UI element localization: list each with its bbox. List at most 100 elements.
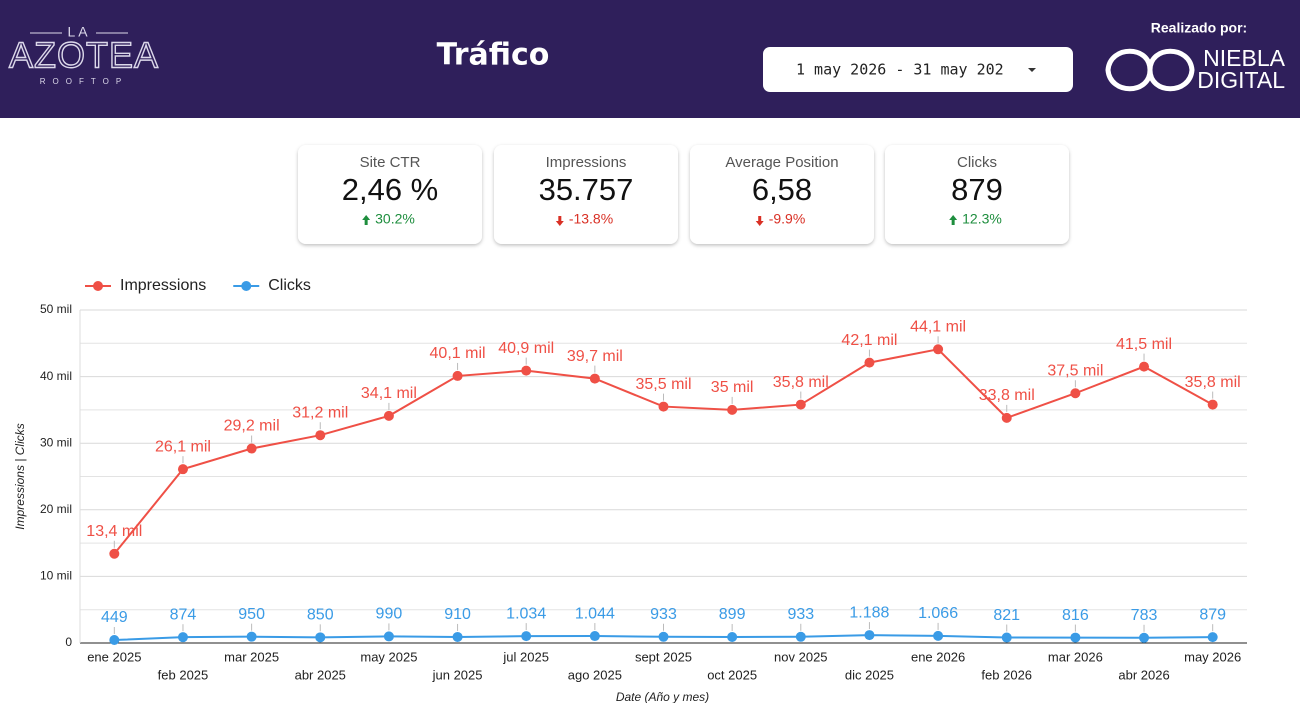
data-label: 990 [376,606,403,623]
x-tick-label: nov 2025 [774,649,828,664]
legend-label: Clicks [268,277,311,294]
data-point [1139,632,1150,643]
dropdown-arrow[interactable] [1028,68,1036,72]
data-label: 41,5 mil [1116,336,1172,353]
data-point [795,399,806,410]
y-tick-label: 50 mil [40,302,72,316]
y-axis-title: Impressions | Clicks [13,423,27,529]
data-point [658,631,669,642]
kpi-value: 2,46 % [342,172,439,207]
kpi-value: 879 [951,172,1003,207]
legend-dot [241,281,252,291]
data-label: 950 [238,606,265,623]
kpi-arrow [362,215,371,225]
x-tick-label: feb 2025 [158,667,209,682]
data-point [1001,412,1012,423]
data-point [452,631,463,642]
data-point [727,404,738,415]
kpi-label: Average Position [725,154,838,171]
kpi-arrow [949,215,958,225]
data-point [109,548,120,559]
data-label: 44,1 mil [910,319,966,336]
data-point [658,401,669,412]
x-tick-label: ene 2025 [87,649,141,664]
data-label: 42,1 mil [841,332,897,349]
credit-label: Realizado por: [1151,20,1247,36]
data-point [864,357,875,368]
data-label: 39,7 mil [567,348,623,365]
data-point [383,410,394,421]
date-picker-box[interactable] [763,47,1073,92]
x-tick-label: feb 2026 [981,667,1032,682]
data-label: 35,5 mil [635,376,691,393]
data-label: 879 [1199,606,1226,623]
date-range[interactable]: 1 may 2026 - 31 may 202 [796,61,1004,79]
data-label: 37,5 mil [1047,362,1103,379]
data-point [109,635,120,646]
kpi-change: 30.2% [375,211,415,227]
data-point [1207,399,1218,410]
x-tick-label: jul 2025 [502,649,549,664]
logo-sub: ROOFTOP [40,77,128,86]
kpi-card [885,145,1069,244]
date-picker[interactable]: 1 may 2026 - 31 may 202 [763,47,1073,92]
brand-line2: DIGITAL [1197,67,1285,93]
x-tick-label: ene 2026 [911,649,965,664]
x-tick-label: dic 2025 [845,667,894,682]
data-point [246,443,257,454]
x-tick-label: ago 2025 [568,667,622,682]
y-tick-label: 30 mil [40,435,72,449]
kpi-label: Clicks [957,154,997,171]
kpi-change: -9.9% [769,211,806,227]
data-label: 35,8 mil [1185,374,1241,391]
data-point [1001,632,1012,643]
x-tick-label: may 2025 [360,649,417,664]
data-label: 13,4 mil [86,523,142,540]
data-label: 1.044 [575,605,615,622]
data-label: 35,8 mil [773,374,829,391]
data-label: 40,9 mil [498,340,554,357]
x-tick-label: jun 2025 [432,667,483,682]
data-label: 910 [444,606,471,623]
x-axis-title: Date (Año y mes) [616,690,709,703]
data-label: 899 [719,606,746,623]
data-point [315,632,326,643]
header-bar [0,0,1300,118]
data-label: 933 [650,606,677,623]
x-tick-label: mar 2026 [1048,649,1103,664]
data-point [383,631,394,642]
data-label: 783 [1131,607,1158,624]
data-point [1207,632,1218,643]
legend-label: Impressions [120,277,206,294]
data-label: 33,8 mil [979,387,1035,404]
kpi-card [690,145,874,244]
page-title: Tráfico [437,38,550,73]
data-point [795,631,806,642]
data-label: 34,1 mil [361,385,417,402]
data-label: 821 [993,607,1020,624]
kpi-label: Impressions [546,154,627,171]
logo-main: AZOTEA [9,35,159,76]
data-point [864,630,875,641]
data-label: 35 mil [711,379,754,396]
kpi-arrow [555,216,564,226]
kpi-label: Site CTR [360,154,421,171]
data-point [933,630,944,641]
data-label: 449 [101,609,128,626]
data-label: 933 [787,606,814,623]
y-tick-label: 0 [65,635,72,649]
brand-mark [1105,48,1195,92]
data-point [727,632,738,643]
chart: 0 10 mil 20 mil 30 mil 40 mil 50 mil Impressio… [13,277,1247,703]
data-label: 31,2 mil [292,404,348,421]
legend-dot [93,281,103,291]
data-label: 26,1 mil [155,438,211,455]
data-label: 850 [307,607,334,624]
data-point [315,430,326,441]
data-point [177,464,188,475]
x-tick-label: mar 2025 [224,649,279,664]
data-label: 1.066 [918,605,958,622]
